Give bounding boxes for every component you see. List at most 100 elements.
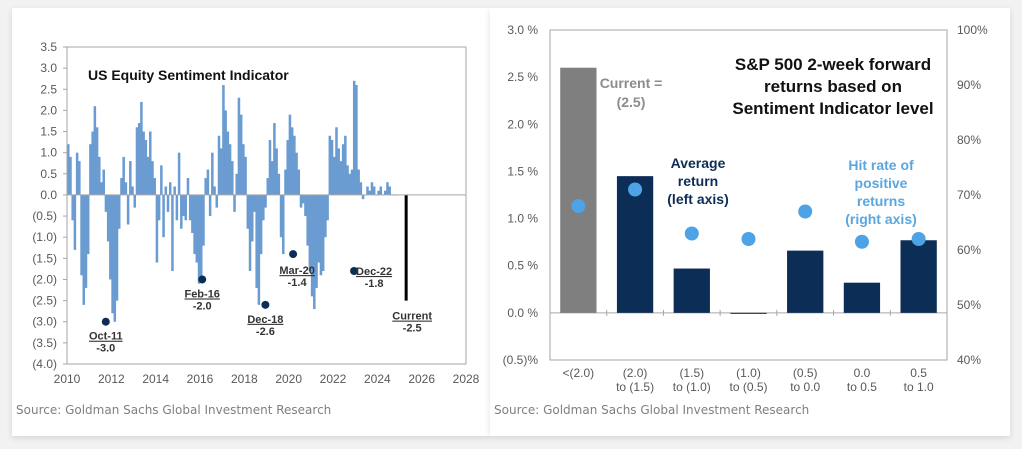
indicator-bar xyxy=(102,169,105,195)
indicator-bar xyxy=(372,186,376,195)
right-axis-tick-label: 40% xyxy=(957,353,981,367)
average-return-bar xyxy=(616,176,654,313)
category-label: (1.5) xyxy=(679,366,704,380)
y-tick-label: 3.0 xyxy=(40,61,57,75)
x-tick-label: 2010 xyxy=(54,372,81,386)
average-return-legend: return xyxy=(678,173,718,189)
indicator-bar xyxy=(129,161,132,195)
category-label: to 0.5 xyxy=(847,380,877,394)
current-label: Current = xyxy=(600,75,663,91)
x-tick-label: 2014 xyxy=(142,372,169,386)
forward-returns-panel: 3.0 % 2.5 % 2.0 % 1.5 % 1.0 % 0.5 % 0.0 % (0.5)… xyxy=(490,8,1010,436)
y-tick-label: 2.0 xyxy=(40,103,57,117)
category-label: 0.5 xyxy=(910,366,927,380)
hit-rate-legend: Hit rate of xyxy=(848,157,914,173)
indicator-bar xyxy=(89,144,92,195)
annotation-label: Dec-22 xyxy=(356,266,392,278)
indicator-bar xyxy=(126,194,130,225)
indicator-bar xyxy=(301,194,305,204)
indicator-bar xyxy=(344,135,347,195)
indicator-bar xyxy=(197,194,201,284)
annotation-label: Current xyxy=(392,311,432,323)
indicator-bar xyxy=(383,190,387,195)
category-label: 0.0 xyxy=(854,366,871,380)
indicator-bar xyxy=(95,127,99,195)
annotation-value: -1.8 xyxy=(365,278,384,290)
chart-title-line: S&P 500 2-week forward xyxy=(735,55,931,74)
indicator-bar xyxy=(186,178,190,195)
indicator-bar xyxy=(339,161,343,195)
indicator-bar xyxy=(279,194,283,238)
annotation-value: -2.5 xyxy=(403,323,422,335)
indicator-bar xyxy=(326,194,329,221)
indicator-bar xyxy=(171,194,174,272)
right-axis-tick-label: 100% xyxy=(957,23,988,37)
indicator-bar xyxy=(266,178,270,195)
indicator-bar xyxy=(173,186,176,195)
right-axis-tick-label: 90% xyxy=(957,78,981,92)
left-axis-tick-label: 1.5 % xyxy=(507,164,538,178)
indicator-bar xyxy=(100,182,103,195)
hit-rate-dot xyxy=(684,226,699,241)
indicator-bar xyxy=(361,194,365,200)
indicator-bar xyxy=(111,194,114,314)
y-tick-label: 1.0 xyxy=(40,146,57,160)
average-return-bar xyxy=(787,250,824,313)
indicator-bar xyxy=(122,156,125,195)
category-label: to (0.5) xyxy=(729,380,767,394)
indicator-bar xyxy=(284,169,287,195)
forward-returns-chart: 3.0 % 2.5 % 2.0 % 1.5 % 1.0 % 0.5 % 0.0 % (0.5)… xyxy=(494,23,988,417)
y-tick-label: (2.5) xyxy=(32,294,57,308)
indicator-bar xyxy=(330,139,334,195)
x-tick-label: 2018 xyxy=(231,372,258,386)
left-axis-tick-label: 1.0 % xyxy=(507,212,538,226)
indicator-bar xyxy=(268,139,272,195)
left-axis-tick-label: 3.0 % xyxy=(507,23,538,37)
indicator-bar xyxy=(175,194,179,221)
x-tick-label: 2028 xyxy=(453,372,480,386)
indicator-bar xyxy=(233,194,236,212)
indicator-bar xyxy=(213,186,216,195)
indicator-bar xyxy=(157,194,161,221)
indicator-bar xyxy=(244,156,247,195)
indicator-bar xyxy=(67,144,70,195)
trough-marker xyxy=(289,250,298,259)
annotation-value: -2.0 xyxy=(193,300,212,312)
indicator-bar xyxy=(346,165,349,195)
left-axis-tick-label: 2.5 % xyxy=(507,70,538,84)
indicator-bar xyxy=(277,173,281,195)
indicator-bar xyxy=(321,194,325,272)
annotation-label: Oct-11 xyxy=(89,331,123,343)
category-label: to 0.0 xyxy=(790,380,820,394)
indicator-bar xyxy=(231,161,234,195)
indicator-bar xyxy=(352,80,356,195)
average-return-bar xyxy=(673,268,710,313)
indicator-bar xyxy=(82,194,86,305)
indicator-bar xyxy=(262,194,265,221)
indicator-bar xyxy=(162,194,165,238)
annotation-label: Mar-20 xyxy=(279,265,314,277)
indicator-bar xyxy=(182,194,185,217)
indicator-bar xyxy=(140,101,143,195)
indicator-bar xyxy=(290,127,294,195)
x-tick-label: 2026 xyxy=(408,372,435,386)
category-label: <(2.0) xyxy=(563,366,595,380)
indicator-bar xyxy=(86,194,90,255)
indicator-bar xyxy=(288,114,292,195)
indicator-bar xyxy=(84,194,88,288)
left-axis-tick-label: 0.0 % xyxy=(507,306,538,320)
plot-frame xyxy=(549,29,948,361)
y-tick-label: 1.5 xyxy=(40,125,57,139)
indicator-bar xyxy=(69,156,72,195)
indicator-bar xyxy=(295,152,298,195)
x-tick-label: 2020 xyxy=(275,372,302,386)
indicator-bar xyxy=(153,178,156,195)
indicator-bar xyxy=(264,194,267,208)
indicator-bar xyxy=(235,173,238,195)
indicator-bar xyxy=(297,169,301,195)
indicator-bar xyxy=(370,182,374,195)
indicator-bar xyxy=(337,148,340,195)
indicator-bar xyxy=(155,194,159,263)
indicator-bar xyxy=(211,152,214,195)
trough-marker xyxy=(261,300,270,309)
